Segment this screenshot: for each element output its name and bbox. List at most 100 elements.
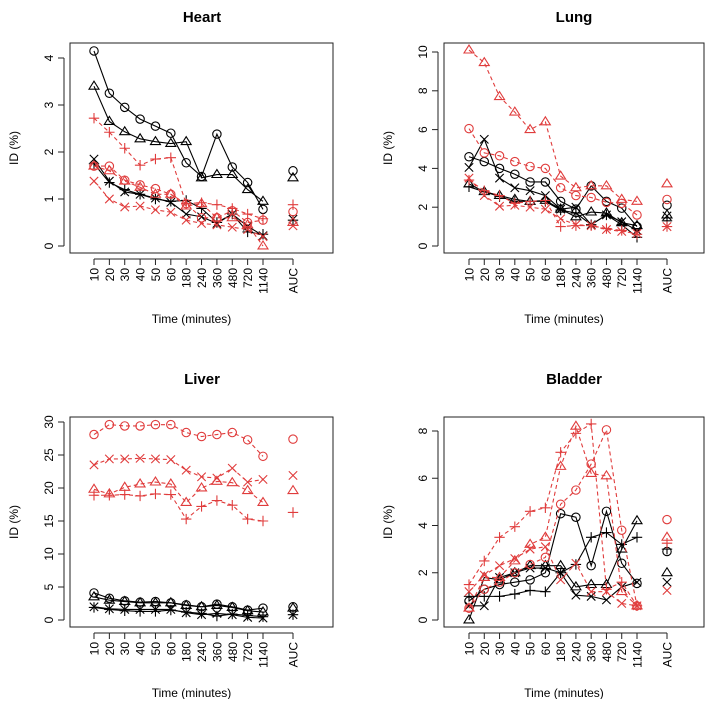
- data-point-triangle-marker: [118, 175, 131, 185]
- x-tick-label: 30: [118, 268, 132, 282]
- data-point-x-marker: [181, 608, 191, 618]
- data-point-triangle-marker: [554, 170, 567, 180]
- data-point-circle-marker: [212, 129, 222, 139]
- y-tick-label: 6: [416, 126, 430, 133]
- data-point-triangle-marker: [118, 125, 131, 136]
- data-point-plus-marker: [242, 208, 253, 220]
- data-point-circle-marker: [150, 121, 161, 131]
- x-tick-label: 720: [615, 268, 629, 288]
- data-point-circle-marker: [616, 203, 627, 213]
- panel-bladder: Bladder 0 2 4 6 8 ID (%) 10 20 30 40 50 60 180 240 360 4…: [381, 371, 705, 700]
- series-line: [468, 424, 638, 609]
- data-point-triangle-marker: [164, 188, 177, 198]
- data-point-triangle-marker: [478, 56, 491, 67]
- data-point-triangle-marker: [134, 478, 147, 488]
- data-point-triangle-marker: [585, 467, 598, 478]
- series-red-circle: [89, 161, 298, 228]
- data-point-triangle-marker: [195, 171, 208, 182]
- series-black-plus: [88, 158, 299, 240]
- x-tick-label: 360: [585, 642, 599, 662]
- data-point-triangle-marker: [241, 484, 254, 495]
- data-point-triangle-marker: [257, 239, 269, 250]
- data-point-triangle-marker: [463, 44, 475, 54]
- data-point-triangle-marker: [149, 135, 162, 146]
- data-point-triangle-marker: [164, 137, 177, 148]
- x-tick-label: 1140: [257, 268, 271, 294]
- x-axis-label: Time (minutes): [524, 686, 604, 699]
- data-point-x-marker: [617, 226, 627, 237]
- y-tick-label: 20: [42, 481, 56, 495]
- y-tick-label: 15: [42, 514, 56, 528]
- data-point-circle-marker: [510, 577, 520, 587]
- data-point-circle-marker: [181, 158, 191, 168]
- data-point-plus-marker: [119, 605, 130, 616]
- data-point-x-marker: [556, 575, 566, 585]
- auc-point-x-marker: [288, 221, 298, 231]
- data-point-x-marker: [479, 190, 489, 201]
- data-point-triangle-marker: [226, 211, 239, 222]
- data-point-plus-marker: [88, 490, 100, 501]
- data-point-plus-marker: [150, 606, 161, 617]
- data-point-triangle-marker: [463, 602, 475, 612]
- data-point-x-marker: [258, 474, 268, 485]
- data-point-triangle-marker: [134, 132, 147, 143]
- data-point-x-marker: [510, 183, 520, 193]
- data-point-triangle-marker: [585, 179, 598, 190]
- data-point-circle-marker: [135, 421, 145, 431]
- data-point-x-marker: [243, 224, 253, 235]
- data-point-triangle-marker: [631, 219, 643, 230]
- data-point-x-marker: [89, 154, 99, 164]
- data-point-x-marker: [89, 460, 99, 470]
- data-point-triangle-marker: [149, 188, 162, 198]
- data-point-circle-marker: [525, 177, 535, 187]
- series-red-x: [89, 453, 298, 487]
- data-point-triangle-marker: [478, 571, 491, 581]
- x-tick-label: 720: [241, 268, 255, 288]
- data-point-x-marker: [120, 454, 130, 464]
- data-point-triangle-marker: [88, 80, 100, 90]
- data-point-x-marker: [479, 134, 489, 144]
- y-tick-label: 5: [42, 583, 56, 590]
- data-point-triangle-marker: [585, 578, 598, 589]
- data-point-plus-marker: [524, 585, 536, 596]
- series-red-circle: [89, 419, 298, 462]
- series-black-circle: [89, 46, 298, 215]
- x-tick-label: AUC: [661, 268, 675, 294]
- data-point-x-marker: [601, 224, 612, 235]
- data-point-x-marker: [258, 232, 268, 242]
- data-point-x-marker: [479, 570, 489, 580]
- x-tick-label: 50: [149, 268, 163, 282]
- data-point-triangle-marker: [210, 168, 223, 179]
- x-tick-label: 60: [539, 642, 553, 656]
- y-tick-label: 2: [416, 569, 430, 576]
- data-point-x-marker: [243, 612, 253, 622]
- series-line: [93, 457, 264, 483]
- series-red-plus: [88, 112, 299, 224]
- data-point-plus-marker: [211, 495, 223, 506]
- data-point-plus-marker: [585, 532, 597, 543]
- data-point-circle-marker: [150, 419, 161, 430]
- data-point-circle-marker: [135, 114, 145, 124]
- series-red-plus: [463, 174, 673, 240]
- data-point-plus-marker: [555, 447, 566, 458]
- data-point-x-marker: [196, 472, 207, 482]
- x-tick-label: 1140: [257, 642, 271, 668]
- x-tick-label: 180: [554, 268, 568, 288]
- y-tick-label: 4: [416, 522, 430, 529]
- data-point-plus-marker: [242, 610, 253, 621]
- series-red-circle: [464, 123, 672, 220]
- data-point-plus-marker: [570, 220, 582, 231]
- data-point-triangle-marker: [180, 135, 193, 146]
- data-point-circle-marker: [227, 427, 238, 438]
- data-point-x-marker: [135, 189, 145, 199]
- data-point-circle-marker: [181, 427, 191, 438]
- x-tick-label: 480: [226, 642, 240, 662]
- panel-title: Lung: [556, 9, 593, 26]
- data-point-circle-marker: [540, 163, 551, 174]
- data-point-x-marker: [104, 194, 114, 204]
- series-line: [468, 422, 638, 607]
- data-point-circle-marker: [555, 499, 566, 509]
- data-point-triangle-marker: [164, 478, 177, 488]
- data-point-circle-marker: [586, 560, 596, 571]
- auc-point-plus-marker: [661, 538, 673, 549]
